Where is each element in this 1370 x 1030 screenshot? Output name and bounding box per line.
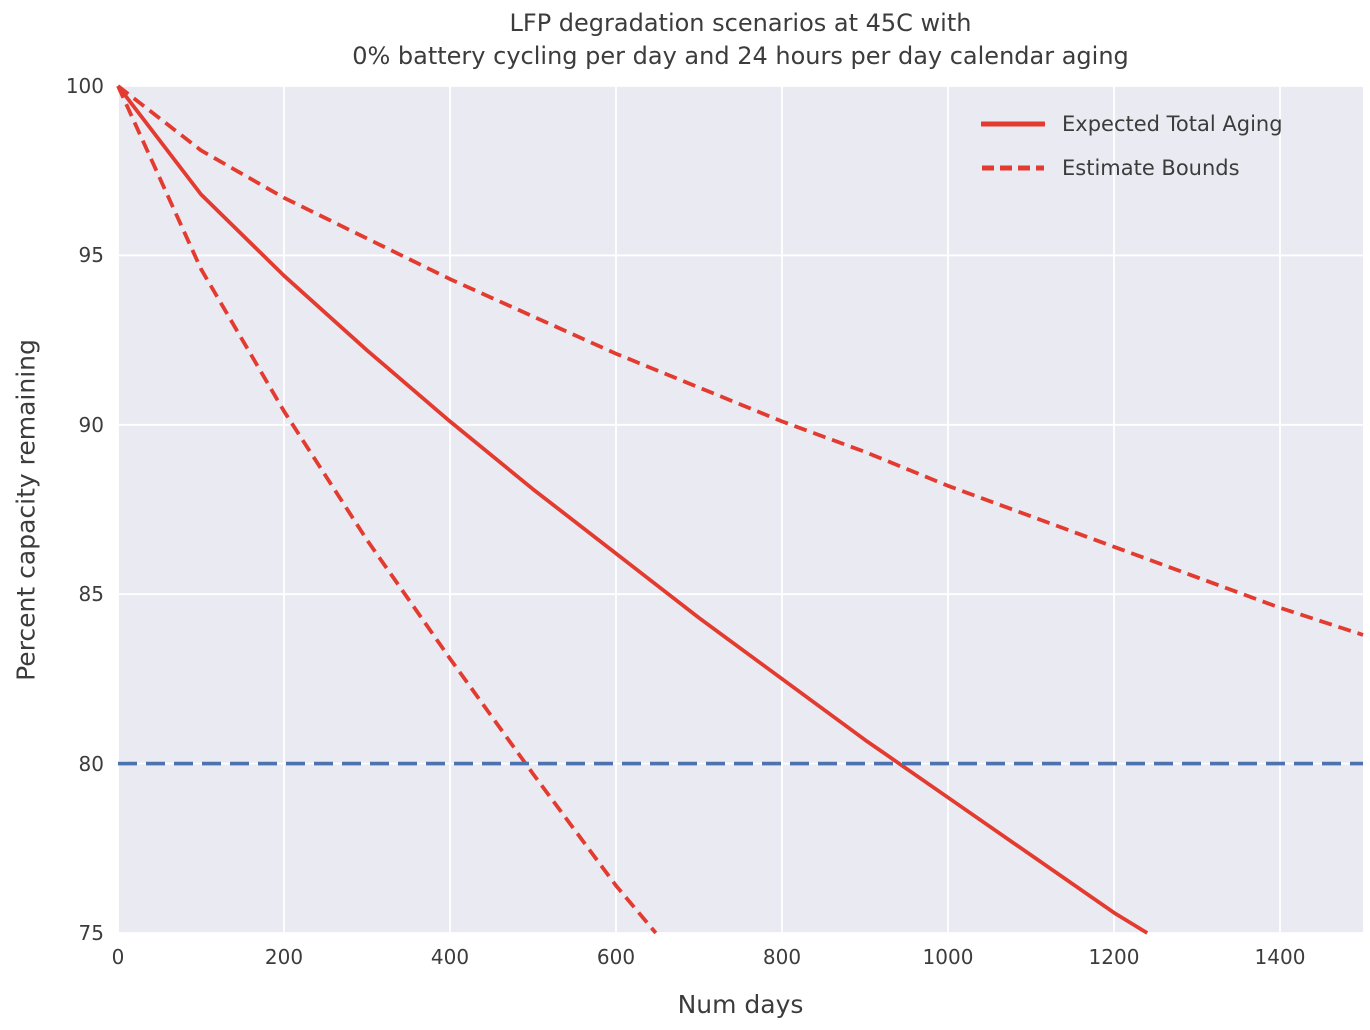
y-tick-label: 75 — [78, 921, 104, 945]
plot-background — [118, 86, 1363, 933]
y-axis-label: Percent capacity remaining — [11, 339, 41, 681]
y-tick-label: 100 — [65, 74, 104, 98]
solid-line-sample-icon — [981, 121, 1045, 127]
x-tick-label: 200 — [264, 945, 304, 969]
y-tick-label: 85 — [78, 582, 104, 607]
dashed-line-sample-icon — [982, 165, 1044, 171]
x-tick-label: 1000 — [922, 945, 974, 969]
series-estimate-bounds-lower- — [116, 85, 658, 935]
series-expected-total-aging — [116, 84, 1149, 935]
x-tick-label: 600 — [596, 945, 636, 969]
x-tick-label: 400 — [430, 945, 470, 969]
legend-label-expected-total-aging: Expected Total Aging — [1062, 112, 1283, 136]
chart-title: LFP degradation scenarios at 45C with 0%… — [118, 7, 1363, 73]
legend: Expected Total Aging Estimate Bounds — [981, 102, 1283, 190]
chart-title-line2: 0% battery cycling per day and 24 hours … — [352, 42, 1129, 70]
legend-item-expected-total-aging: Expected Total Aging — [981, 102, 1283, 146]
x-tick-label: 0 — [111, 945, 125, 969]
x-tick-label: 1200 — [1088, 945, 1140, 969]
y-tick-label: 80 — [78, 751, 104, 776]
y-tick-label: 95 — [78, 243, 104, 268]
legend-label-estimate-bounds: Estimate Bounds — [1062, 156, 1240, 180]
x-axis-label: Num days — [677, 990, 804, 1019]
y-tick-label: 90 — [78, 412, 104, 437]
legend-item-estimate-bounds: Estimate Bounds — [981, 146, 1283, 190]
x-tick-label: 800 — [762, 945, 802, 969]
series-estimate-bounds-upper- — [116, 84, 1364, 637]
x-tick-label: 1400 — [1254, 945, 1306, 969]
chart-title-line1: LFP degradation scenarios at 45C with — [509, 9, 972, 37]
